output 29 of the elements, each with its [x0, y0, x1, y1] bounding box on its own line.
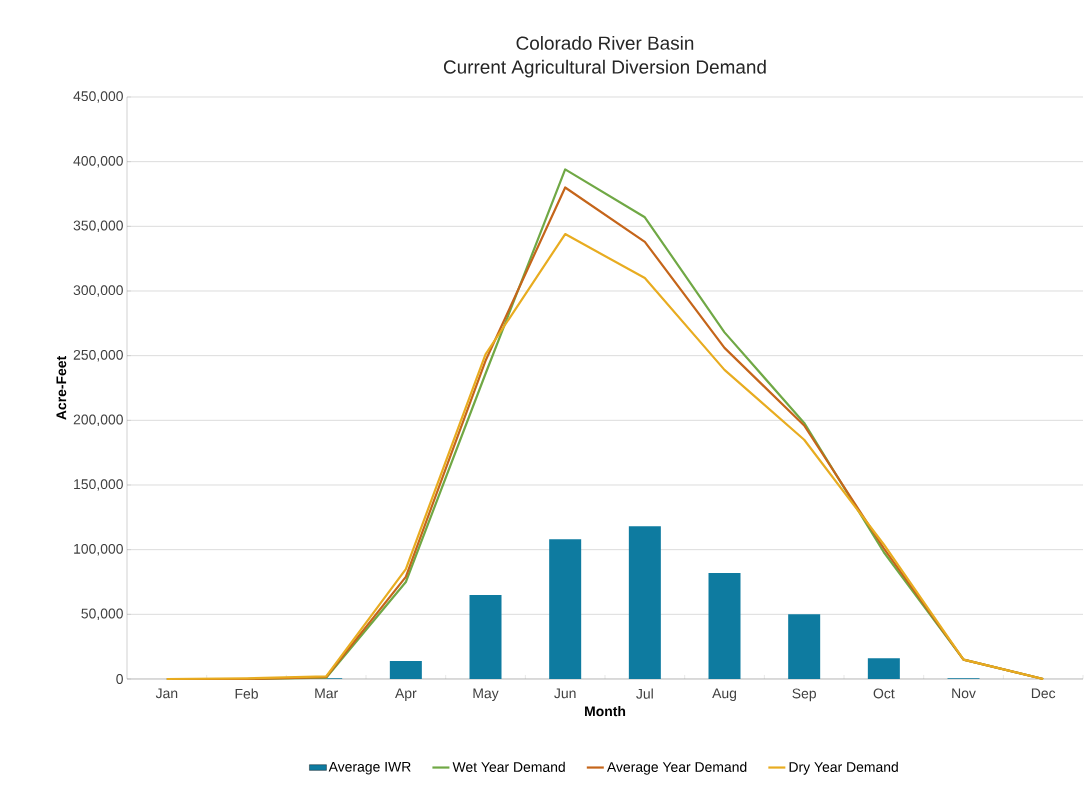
- x-tick-label: Jun: [554, 688, 576, 699]
- x-tick-label: Jan: [155, 688, 178, 699]
- y-tick-label: 200,000: [73, 414, 123, 427]
- x-tick-label: Oct: [873, 688, 895, 699]
- y-tick-label: 50,000: [81, 608, 123, 621]
- x-tick-label: Jul: [636, 688, 653, 699]
- y-tick-label: 300,000: [73, 285, 123, 297]
- legend-label: Average Year Demand: [606, 761, 747, 775]
- x-tick-label: May: [473, 688, 499, 701]
- y-tick-label: 400,000: [73, 155, 123, 168]
- legend-label: Dry Year Demand: [789, 761, 898, 775]
- y-tick-label: 0: [116, 674, 123, 684]
- x-tick-label: Mar: [315, 688, 338, 699]
- x-tick-label: Nov: [952, 688, 976, 699]
- legend-label: Average IWR: [328, 761, 411, 775]
- legend-label: Wet Year Demand: [452, 761, 565, 772]
- x-tick-label: Sep: [792, 688, 816, 702]
- y-tick-label: 100,000: [74, 543, 123, 556]
- y-tick-label: 350,000: [73, 220, 123, 233]
- x-tick-label: Aug: [712, 688, 737, 701]
- chart-title: Colorado River Basin Current Agricultural Diversion Demand: [443, 35, 766, 78]
- x-tick-label: Apr: [395, 688, 417, 701]
- x-tick-label: Dec: [1031, 688, 1056, 699]
- y-tick-label: 450,000: [73, 91, 123, 103]
- y-tick-label: 250,000: [73, 349, 123, 362]
- x-axis-title: Month: [585, 705, 626, 717]
- y-axis-title: Acre-Feet: [56, 356, 67, 420]
- x-tick-label: Feb: [235, 688, 258, 699]
- y-tick-label: 150,000: [74, 479, 123, 491]
